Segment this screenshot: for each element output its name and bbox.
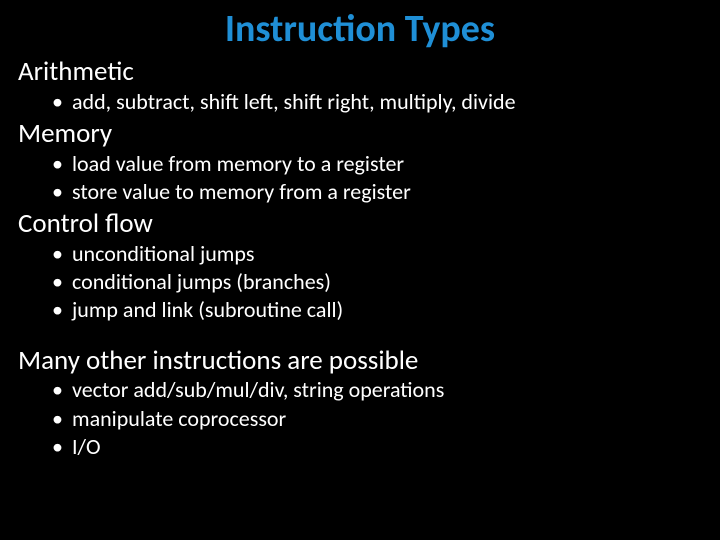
section-heading-other: Many other instructions are possible	[18, 345, 702, 377]
section-bullets-controlflow: unconditional jumps conditional jumps (b…	[18, 240, 702, 324]
section-bullets-memory: load value from memory to a register sto…	[18, 150, 702, 206]
section-heading-controlflow: Control flow	[18, 208, 702, 240]
list-item: manipulate coprocessor	[72, 405, 702, 433]
section-bullets-other: vector add/sub/mul/div, string operation…	[18, 376, 702, 460]
list-item: jump and link (subroutine call)	[72, 296, 702, 324]
slide-title: Instruction Types	[18, 6, 702, 52]
list-item: store value to memory from a register	[72, 178, 702, 206]
slide: Instruction Types Arithmetic add, subtra…	[0, 0, 720, 540]
list-item: unconditional jumps	[72, 240, 702, 268]
list-item: vector add/sub/mul/div, string operation…	[72, 376, 702, 404]
section-heading-memory: Memory	[18, 118, 702, 150]
list-item: load value from memory to a register	[72, 150, 702, 178]
section-bullets-arithmetic: add, subtract, shift left, shift right, …	[18, 88, 702, 116]
spacer	[18, 327, 702, 345]
list-item: conditional jumps (branches)	[72, 268, 702, 296]
list-item: I/O	[72, 433, 702, 461]
section-heading-arithmetic: Arithmetic	[18, 56, 702, 88]
list-item: add, subtract, shift left, shift right, …	[72, 88, 702, 116]
